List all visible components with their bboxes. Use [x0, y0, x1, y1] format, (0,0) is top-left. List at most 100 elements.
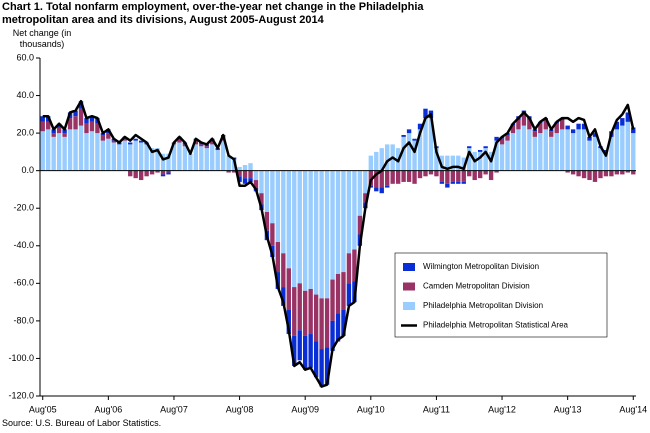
bar	[106, 138, 111, 171]
bar	[111, 140, 117, 143]
x-tick-label: Aug'11	[423, 404, 450, 414]
bar	[598, 148, 603, 171]
bar	[78, 108, 84, 126]
bar	[335, 313, 341, 342]
bar	[78, 125, 84, 171]
legend-label: Wilmington Metropolitan Division	[423, 262, 539, 271]
bar	[292, 335, 297, 366]
bar	[521, 114, 527, 126]
bar	[467, 146, 472, 149]
bar	[155, 170, 160, 173]
bar	[499, 138, 505, 145]
bar	[319, 298, 324, 350]
bar	[357, 170, 363, 216]
bar	[609, 170, 614, 177]
bar	[385, 185, 390, 188]
bar	[423, 170, 428, 177]
bar	[587, 136, 592, 141]
bar	[308, 334, 313, 368]
y-tick-label: -40.0	[13, 240, 34, 250]
bar	[330, 170, 335, 280]
bar	[138, 170, 144, 181]
legend-swatch	[403, 263, 415, 271]
bar	[472, 170, 477, 181]
bar	[286, 309, 291, 335]
bar	[401, 170, 406, 182]
bar	[401, 136, 406, 171]
bar	[603, 170, 609, 177]
bar	[62, 136, 67, 171]
bar	[576, 123, 581, 130]
bar	[445, 170, 450, 184]
bar	[527, 129, 532, 171]
x-tick-label: Aug'06	[94, 404, 122, 414]
bar	[62, 129, 67, 134]
y-tick-label: -80.0	[13, 315, 34, 325]
bar	[412, 170, 417, 184]
bar	[319, 349, 324, 387]
bar	[445, 155, 450, 171]
bar	[319, 170, 324, 299]
bar	[330, 279, 335, 321]
bar	[385, 144, 390, 171]
bar	[84, 133, 89, 171]
bar	[160, 170, 166, 175]
bar	[620, 170, 625, 175]
y-tick-label: 0.0	[21, 165, 34, 175]
bar	[89, 116, 95, 122]
bar	[488, 170, 494, 181]
bar	[242, 170, 248, 179]
bar	[516, 119, 521, 130]
bar	[543, 129, 548, 171]
bar	[253, 180, 259, 188]
bar	[253, 170, 259, 181]
bar	[117, 144, 122, 171]
bar	[215, 150, 220, 171]
bar	[286, 268, 291, 310]
bar	[270, 170, 275, 224]
line	[42, 99, 635, 388]
bar	[385, 170, 390, 186]
bar	[352, 170, 357, 250]
y-tick-label: -120.0	[8, 390, 34, 400]
bar	[570, 133, 576, 171]
bar	[450, 181, 456, 184]
bar	[182, 146, 188, 171]
bar	[308, 288, 313, 335]
x-tick-label: Aug'14	[619, 404, 647, 414]
bar	[128, 142, 133, 145]
bar	[450, 155, 456, 171]
legend-swatch	[403, 302, 415, 310]
bar	[346, 283, 352, 306]
bar	[237, 166, 242, 171]
bar	[357, 215, 363, 235]
bar	[40, 131, 45, 171]
x-tick-label: Aug'05	[29, 404, 57, 414]
bar	[625, 121, 630, 171]
bar	[620, 125, 625, 171]
bar	[166, 172, 171, 175]
bar	[554, 123, 559, 134]
bar	[73, 129, 78, 171]
bar	[631, 127, 636, 134]
bar	[237, 170, 242, 177]
legend-label: Philadelphia Metropolitan Division	[423, 301, 543, 310]
bar	[133, 140, 138, 171]
bar	[166, 153, 171, 171]
bar	[417, 129, 423, 171]
bar	[494, 140, 499, 171]
bar	[128, 170, 133, 177]
bar	[138, 140, 144, 143]
y-tick-label: -100.0	[8, 353, 34, 363]
bar	[204, 146, 209, 149]
bar	[516, 129, 521, 171]
bar	[100, 140, 106, 171]
bar	[510, 125, 516, 134]
legend-box	[394, 252, 608, 338]
bar	[570, 170, 576, 175]
bar	[303, 290, 308, 336]
y-tick-label: 40.0	[16, 90, 34, 100]
bar	[434, 148, 439, 171]
